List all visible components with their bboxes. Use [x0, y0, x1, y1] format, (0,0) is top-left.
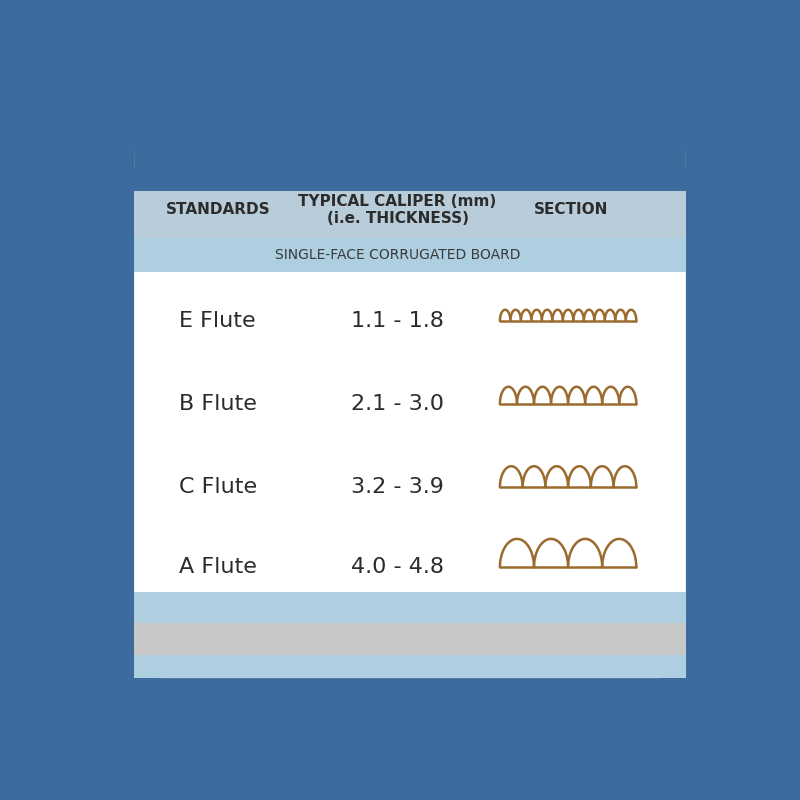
Bar	[134, 182, 686, 238]
Text: STANDARDS: STANDARDS	[166, 202, 270, 218]
Bar	[134, 167, 686, 191]
Text: 3.2 - 3.9: 3.2 - 3.9	[351, 477, 444, 497]
Text: SECTION: SECTION	[534, 202, 608, 218]
FancyBboxPatch shape	[134, 127, 686, 191]
Text: B Flute: B Flute	[179, 394, 257, 414]
Text: 4.0 - 4.8: 4.0 - 4.8	[351, 558, 444, 578]
Bar	[134, 622, 686, 654]
Bar	[134, 238, 686, 271]
Text: 2.1 - 3.0: 2.1 - 3.0	[351, 394, 444, 414]
Text: E Flute: E Flute	[179, 311, 256, 331]
Text: 1.1 - 1.8: 1.1 - 1.8	[351, 311, 444, 331]
FancyBboxPatch shape	[134, 130, 686, 678]
FancyBboxPatch shape	[118, 114, 702, 694]
Bar	[134, 592, 686, 622]
Text: A Flute: A Flute	[179, 558, 257, 578]
Bar	[134, 654, 686, 678]
Text: SINGLE-FACE CORRUGATED BOARD: SINGLE-FACE CORRUGATED BOARD	[275, 248, 520, 262]
Text: TYPICAL CALIPER (mm)
(i.e. THICKNESS): TYPICAL CALIPER (mm) (i.e. THICKNESS)	[298, 194, 497, 226]
Text: C Flute: C Flute	[178, 477, 257, 497]
